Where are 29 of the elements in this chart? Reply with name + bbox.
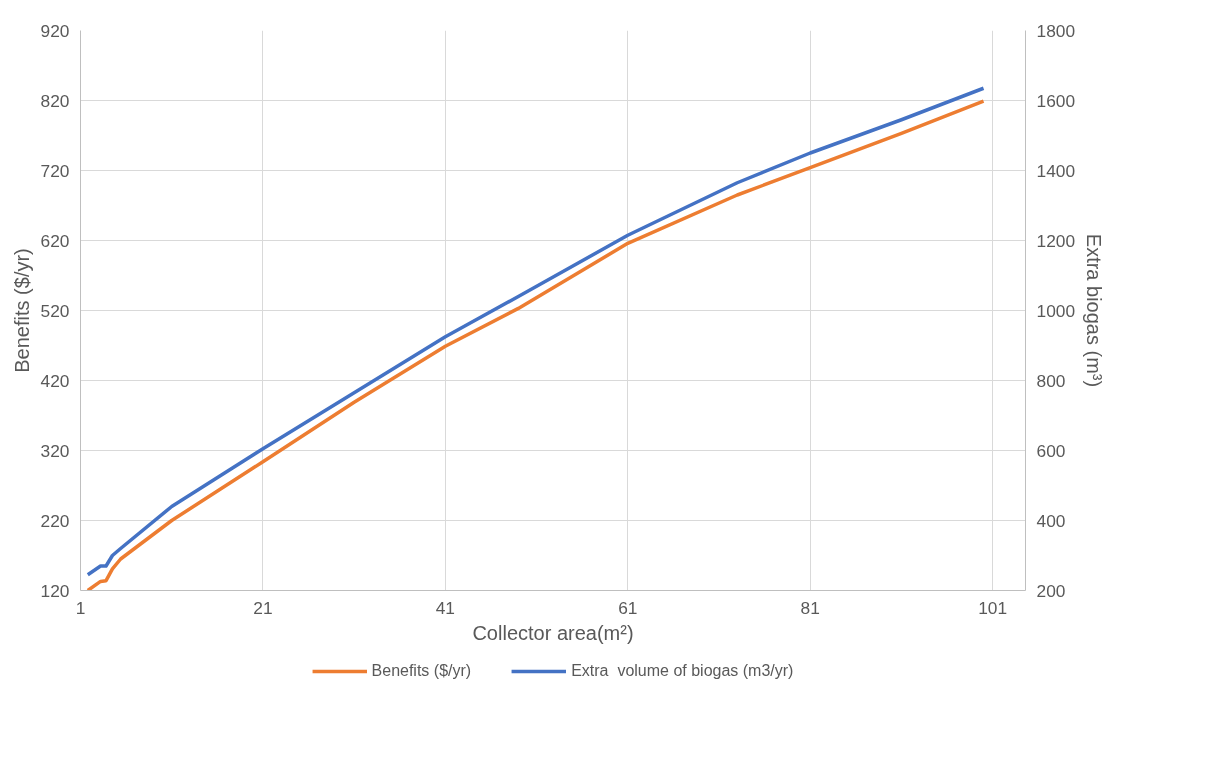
y-tick-label: 820 — [40, 90, 70, 111]
legend-label: Benefits ($/yr) — [371, 662, 472, 680]
y-tick-label: 320 — [40, 440, 70, 461]
x-tick-label: 21 — [253, 597, 273, 618]
y-tick-label: 620 — [40, 230, 70, 251]
x-tick-label: 61 — [618, 597, 638, 618]
y-tick-label: 920 — [40, 20, 70, 41]
y2-tick-label: 600 — [1036, 440, 1066, 461]
y-tick-label: 720 — [40, 160, 70, 181]
x-tick-label: 101 — [978, 597, 1008, 618]
x-axis-title: Collector area(m²) — [472, 621, 634, 644]
y2-axis-title: Extra biogas (m³) — [1083, 233, 1106, 388]
y-tick-label: 220 — [40, 510, 70, 531]
y2-tick-label: 1000 — [1036, 300, 1076, 321]
y-tick-label: 120 — [40, 580, 70, 601]
y-tick-label: 420 — [40, 370, 70, 391]
y2-tick-label: 800 — [1036, 370, 1066, 391]
y2-tick-label: 1200 — [1036, 230, 1076, 251]
y2-tick-label: 1600 — [1036, 90, 1076, 111]
legend-label: Extra volume of biogas (m3/yr) — [571, 662, 794, 680]
y-tick-label: 520 — [40, 300, 70, 321]
y-axis-title: Benefits ($/yr) — [10, 248, 33, 373]
x-tick-label: 41 — [435, 597, 456, 618]
y2-tick-label: 1800 — [1036, 20, 1076, 41]
y2-tick-label: 1400 — [1036, 160, 1076, 181]
x-tick-label: 1 — [75, 597, 86, 618]
y2-tick-label: 200 — [1036, 580, 1066, 601]
x-tick-label: 81 — [800, 597, 820, 618]
y2-tick-label: 400 — [1036, 510, 1066, 531]
